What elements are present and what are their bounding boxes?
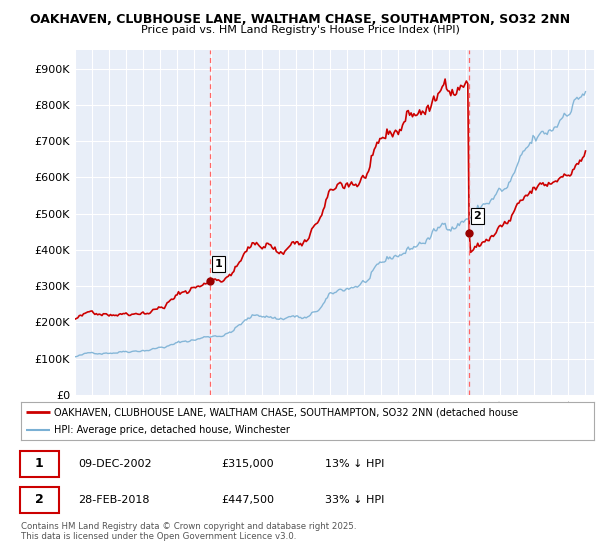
Text: £315,000: £315,000 xyxy=(221,459,274,469)
Text: 1: 1 xyxy=(214,259,222,269)
Text: OAKHAVEN, CLUBHOUSE LANE, WALTHAM CHASE, SOUTHAMPTON, SO32 2NN (detached house: OAKHAVEN, CLUBHOUSE LANE, WALTHAM CHASE,… xyxy=(54,407,518,417)
Text: 28-FEB-2018: 28-FEB-2018 xyxy=(79,495,150,505)
Text: 13% ↓ HPI: 13% ↓ HPI xyxy=(325,459,384,469)
Text: 09-DEC-2002: 09-DEC-2002 xyxy=(79,459,152,469)
FancyBboxPatch shape xyxy=(20,451,59,477)
Text: HPI: Average price, detached house, Winchester: HPI: Average price, detached house, Winc… xyxy=(54,426,290,436)
Text: 1: 1 xyxy=(35,457,44,470)
Text: £447,500: £447,500 xyxy=(221,495,275,505)
Text: 2: 2 xyxy=(473,211,481,221)
FancyBboxPatch shape xyxy=(20,487,59,514)
Text: Price paid vs. HM Land Registry's House Price Index (HPI): Price paid vs. HM Land Registry's House … xyxy=(140,25,460,35)
Text: Contains HM Land Registry data © Crown copyright and database right 2025.
This d: Contains HM Land Registry data © Crown c… xyxy=(21,522,356,542)
Text: OAKHAVEN, CLUBHOUSE LANE, WALTHAM CHASE, SOUTHAMPTON, SO32 2NN: OAKHAVEN, CLUBHOUSE LANE, WALTHAM CHASE,… xyxy=(30,13,570,26)
Text: 33% ↓ HPI: 33% ↓ HPI xyxy=(325,495,384,505)
Text: 2: 2 xyxy=(35,493,44,506)
